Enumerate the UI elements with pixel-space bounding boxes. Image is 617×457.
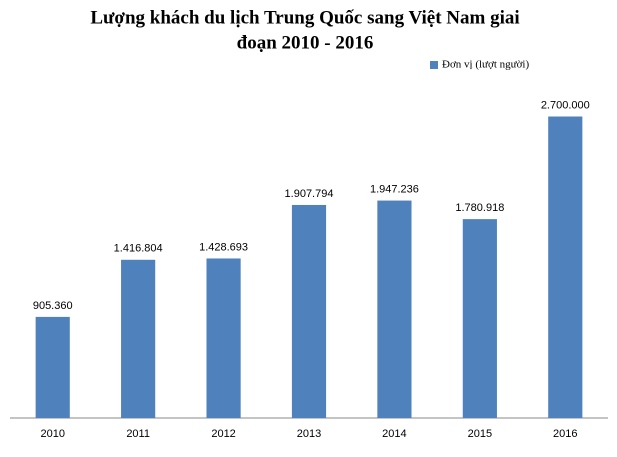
x-tick-label: 2013 xyxy=(297,428,321,440)
x-tick-label: 2012 xyxy=(211,428,235,440)
data-label: 1.428.693 xyxy=(199,241,248,253)
chart-title: Lượng khách du lịch Trung Quốc sang Việt… xyxy=(90,7,519,28)
data-label: 1.416.804 xyxy=(114,243,163,255)
bar xyxy=(121,259,156,418)
bar xyxy=(291,204,327,418)
bar xyxy=(462,219,497,418)
bar xyxy=(548,116,583,418)
data-label: 2.700.000 xyxy=(541,99,590,111)
bar xyxy=(206,258,241,418)
x-tick-label: 2014 xyxy=(382,428,406,440)
chart-title: đoạn 2010 - 2016 xyxy=(237,32,374,53)
data-label: 905.360 xyxy=(33,300,73,312)
x-tick-label: 2011 xyxy=(126,428,150,440)
data-label: 1.907.794 xyxy=(285,188,334,200)
x-tick-label: 2016 xyxy=(553,428,577,440)
x-tick-label: 2010 xyxy=(40,428,64,440)
legend-swatch xyxy=(430,61,438,69)
data-label: 1.780.918 xyxy=(455,202,504,214)
bar xyxy=(35,316,70,418)
data-label: 1.947.236 xyxy=(370,183,419,195)
legend-label: Đơn vị (lượt người) xyxy=(442,59,529,71)
x-tick-label: 2015 xyxy=(468,428,492,440)
bar xyxy=(377,200,412,418)
